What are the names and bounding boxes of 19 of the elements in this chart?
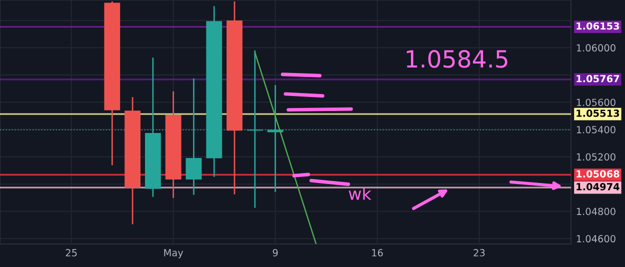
y-tick-label: 1.05200 — [576, 153, 616, 161]
y-tick-label: 1.04800 — [576, 208, 616, 216]
y-tick-label: 1.06000 — [576, 44, 616, 52]
x-tick-label: 23 — [474, 249, 485, 256]
ref-line-label: 1.06153 — [576, 22, 620, 30]
x-tick-label: 16 — [372, 249, 383, 256]
ref-line-label: 1.04974 — [576, 183, 620, 190]
ref-line-label: 1.05767 — [576, 74, 620, 82]
y-tick-label: 1.05400 — [576, 126, 616, 134]
y-tick-label: 1.05600 — [576, 98, 616, 106]
annotation: wk — [348, 187, 372, 200]
ref-line-label: 1.05068 — [576, 170, 620, 178]
annotation: 1.0584.5 — [406, 50, 508, 68]
x-tick-label: 9 — [272, 249, 278, 256]
y-tick-label: 1.04600 — [576, 235, 616, 242]
ref-line-label: 1.05513 — [576, 110, 620, 117]
x-tick-label: 25 — [66, 249, 77, 256]
line-series — [254, 52, 317, 244]
x-tick-label: May — [164, 249, 184, 258]
